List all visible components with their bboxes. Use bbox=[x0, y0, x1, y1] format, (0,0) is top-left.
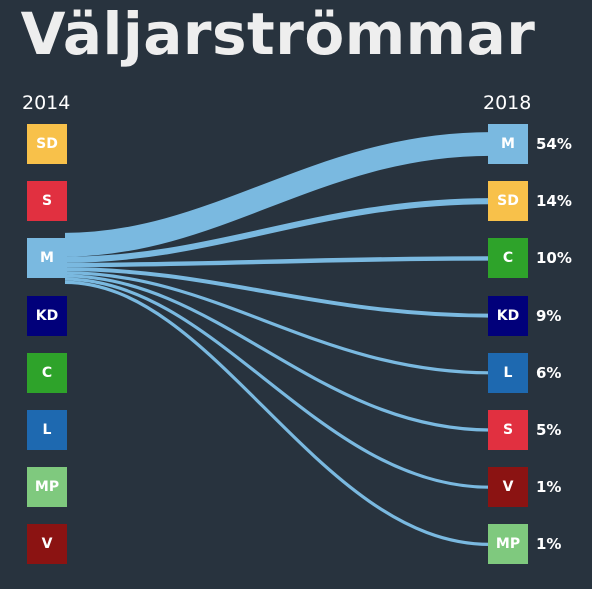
flow-percent-label-l: 6% bbox=[536, 363, 562, 382]
target-party-box-v: V bbox=[488, 467, 528, 508]
target-party-box-m: M bbox=[488, 124, 528, 164]
flow-percent-label-kd: 9% bbox=[536, 306, 562, 325]
flow-percent-label-mp: 1% bbox=[536, 535, 562, 554]
source-party-box-s: S bbox=[27, 181, 67, 222]
flow-percent-label-sd: 14% bbox=[536, 192, 572, 211]
source-party-box-c: C bbox=[27, 352, 67, 393]
target-party-box-kd: KD bbox=[488, 295, 528, 336]
source-party-box-v: V bbox=[27, 524, 67, 565]
flow-m-to-sd bbox=[64, 198, 491, 263]
flow-m-to-m bbox=[64, 132, 491, 257]
target-party-box-c: C bbox=[488, 238, 528, 279]
flow-m-to-v bbox=[64, 277, 491, 489]
flow-m-to-c bbox=[64, 256, 491, 268]
flow-m-to-kd bbox=[64, 267, 491, 318]
target-party-box-l: L bbox=[488, 352, 528, 393]
year-label-left: 2014 bbox=[22, 92, 71, 114]
flow-percent-label-c: 10% bbox=[536, 249, 572, 268]
chart-title: Väljarströmmar bbox=[20, 0, 536, 68]
source-party-box-mp: MP bbox=[27, 467, 67, 508]
flow-m-to-l bbox=[64, 271, 491, 375]
source-party-box-sd: SD bbox=[27, 124, 67, 164]
source-party-box-kd: KD bbox=[27, 295, 67, 336]
flow-percent-label-m: 54% bbox=[536, 135, 572, 153]
source-party-box-l: L bbox=[27, 410, 67, 450]
target-party-box-sd: SD bbox=[488, 181, 528, 222]
target-party-box-s: S bbox=[488, 410, 528, 450]
target-party-box-mp: MP bbox=[488, 524, 528, 565]
flow-percent-label-s: 5% bbox=[536, 421, 562, 439]
flow-percent-label-v: 1% bbox=[536, 478, 562, 497]
year-label-right: 2018 bbox=[483, 92, 532, 114]
flow-m-to-mp bbox=[64, 280, 491, 546]
source-party-box-m: M bbox=[27, 238, 67, 279]
flow-m-to-s bbox=[64, 274, 491, 432]
